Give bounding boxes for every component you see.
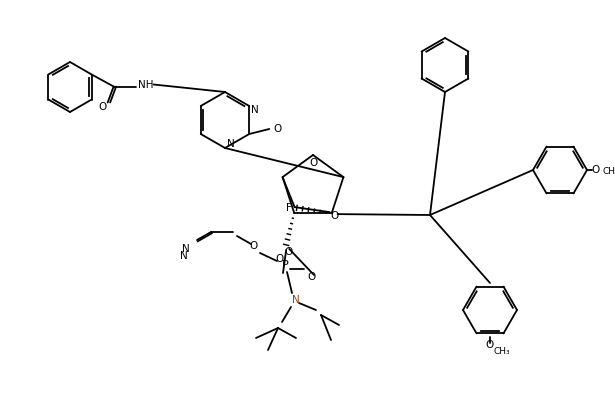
Text: O: O [98,102,107,113]
Text: NH: NH [138,79,153,90]
Text: N: N [180,251,188,261]
Text: O: O [486,340,494,350]
Text: F: F [286,203,292,213]
Text: O: O [284,247,292,257]
Text: O: O [276,254,284,264]
Text: O: O [309,158,317,168]
Text: O: O [330,211,339,221]
Text: O: O [273,124,282,134]
Text: N: N [182,244,190,254]
Text: O: O [592,165,600,175]
Text: N: N [227,139,235,149]
Text: CH₃: CH₃ [603,166,615,175]
Text: O: O [307,272,315,282]
Text: N: N [252,105,259,115]
Text: CH₃: CH₃ [493,347,510,356]
Text: O: O [249,241,257,251]
Text: N: N [292,295,300,305]
Text: P: P [282,260,288,270]
